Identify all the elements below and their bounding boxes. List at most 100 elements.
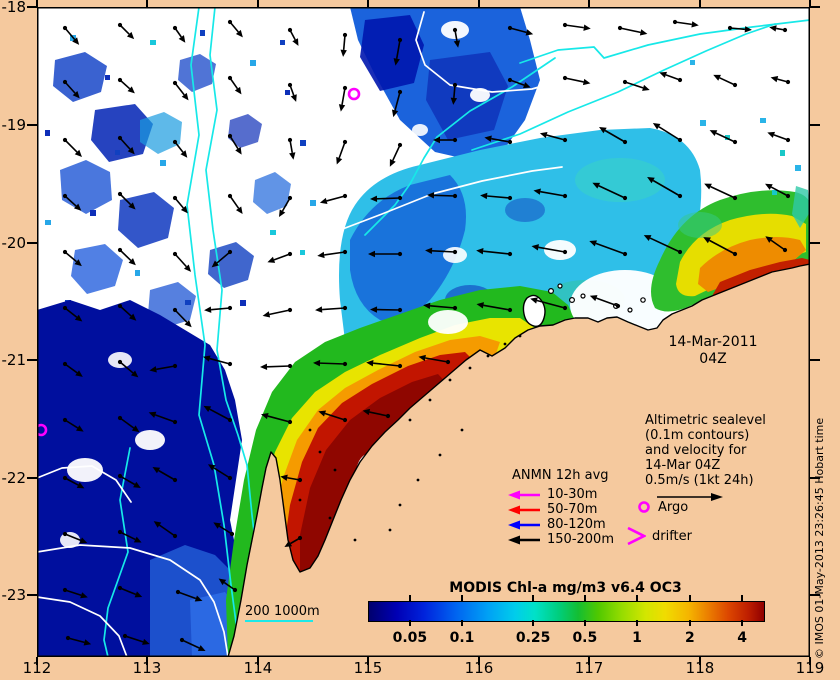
velocity-arrow — [117, 529, 142, 543]
velocity-arrow — [172, 195, 188, 214]
velocity-arrow — [433, 136, 458, 144]
barrow-island — [522, 294, 546, 328]
velocity-arrow — [279, 195, 293, 218]
velocity-arrow — [287, 82, 297, 102]
colorbar-tick — [532, 595, 535, 601]
velocity-arrow — [592, 182, 628, 201]
x-axis-tick-top — [478, 0, 480, 7]
velocity-arrow — [62, 25, 80, 45]
anmn-depth-label: 80-120m — [547, 517, 606, 532]
colorbar-tick — [461, 595, 463, 601]
velocity-arrow — [65, 635, 92, 646]
y-axis-label: -23 — [1, 586, 27, 604]
velocity-arrow — [62, 417, 84, 432]
colorbar-tick — [461, 620, 463, 626]
x-axis-label: 118 — [685, 659, 715, 677]
anmn-depth-label: 50-70m — [547, 502, 598, 517]
velocity-arrow — [659, 71, 683, 83]
velocity-arrow — [172, 307, 192, 328]
altimetric-note-line: 0.5m/s (1kt 24h) — [645, 473, 754, 488]
sealevel-contour-cyan — [364, 57, 556, 236]
altimetric-note-line: 14-Mar 04Z — [645, 458, 721, 473]
velocity-arrow — [172, 80, 189, 101]
velocity-arrow — [172, 139, 188, 158]
x-axis-tick — [367, 657, 369, 665]
velocity-arrow — [213, 522, 235, 537]
sealevel-contour-white — [415, 11, 561, 93]
y-axis-tick-right — [810, 359, 820, 361]
velocity-arrow — [315, 305, 348, 313]
x-axis-tick-top — [588, 0, 590, 7]
velocity-arrow-layer — [62, 19, 791, 651]
drifter-chevron-icon — [627, 526, 646, 546]
y-axis-label: -18 — [1, 0, 27, 16]
colorbar-tick-label: 0.25 — [515, 630, 551, 646]
date-line: 14-Mar-2011 — [668, 334, 758, 350]
chl-dark-blue-mass — [37, 300, 242, 657]
anmn-legend-rows: 10-30m 50-70m 80-120m 150-200m — [506, 487, 614, 547]
x-axis-tick-top — [257, 0, 259, 7]
colorbar-tick — [688, 620, 691, 626]
velocity-arrow — [317, 249, 348, 259]
velocity-arrow — [117, 135, 135, 155]
colorbar-tick-label: 1 — [632, 630, 642, 646]
velocity-arrow — [476, 302, 513, 313]
sealevel-contour-white — [339, 166, 563, 231]
velocity-arrow — [767, 131, 791, 143]
sealevel-contour-cyan — [186, 7, 242, 657]
y-axis-tick — [27, 359, 37, 361]
velocity-arrow — [284, 535, 303, 547]
map-plot-area — [37, 7, 810, 657]
velocity-arrow — [622, 79, 650, 91]
velocity-arrow — [62, 137, 82, 157]
drifter-label: drifter — [652, 528, 692, 544]
velocity-arrow — [62, 587, 88, 599]
x-axis-tick — [146, 657, 148, 665]
x-axis-tick — [809, 657, 811, 665]
anmn-depth-arrow-icon — [508, 535, 540, 544]
velocity-arrow — [172, 251, 192, 272]
velocity-arrow — [117, 415, 140, 433]
x-axis-tick-top — [699, 0, 701, 7]
colorbar-title: MODIS Chl-a mg/m3 v6.4 OC3 — [449, 580, 682, 596]
velocity-arrow — [533, 188, 568, 199]
x-axis-tick — [588, 657, 590, 665]
sealevel-contour-cyan — [471, 23, 776, 151]
colorbar-tick — [635, 620, 638, 626]
velocity-arrow — [530, 297, 568, 311]
velocity-arrow — [260, 363, 293, 371]
colorbar-tick — [408, 620, 411, 626]
velocity-arrow — [340, 32, 348, 57]
velocity-arrow — [643, 235, 683, 255]
velocity-arrow — [539, 131, 568, 143]
velocity-arrow — [261, 412, 293, 425]
velocity-arrow — [765, 236, 788, 253]
velocity-arrow — [318, 410, 348, 423]
velocity-arrow — [589, 295, 621, 309]
velocity-arrow — [117, 247, 136, 266]
velocity-arrow — [484, 135, 513, 145]
x-axis-label: 114 — [243, 659, 273, 677]
anmn-legend-title: ANMN 12h avg — [512, 468, 609, 483]
velocity-arrow — [62, 475, 85, 489]
y-axis-tick — [27, 477, 37, 479]
velocity-arrow — [117, 359, 139, 378]
velocity-arrow — [599, 127, 628, 145]
velocity-arrow — [425, 247, 458, 255]
velocity-arrow — [62, 193, 82, 211]
sealevel-contour-cyan — [519, 19, 810, 64]
velocity-arrow — [287, 137, 296, 160]
velocity-arrow — [647, 177, 683, 199]
velocity-arrow — [389, 142, 403, 167]
velocity-arrow — [117, 473, 141, 488]
map-svg — [37, 7, 810, 657]
velocity-scale-arrow — [657, 493, 723, 501]
colorbar-tick-label: 0.5 — [572, 630, 598, 646]
anmn-depth-arrow-icon — [508, 520, 540, 529]
velocity-arrow — [122, 633, 150, 645]
velocity-arrow — [480, 192, 513, 201]
velocity-arrow — [148, 411, 178, 425]
velocity-arrow — [366, 359, 403, 369]
velocity-arrow — [423, 302, 458, 311]
velocity-arrow — [336, 139, 348, 165]
